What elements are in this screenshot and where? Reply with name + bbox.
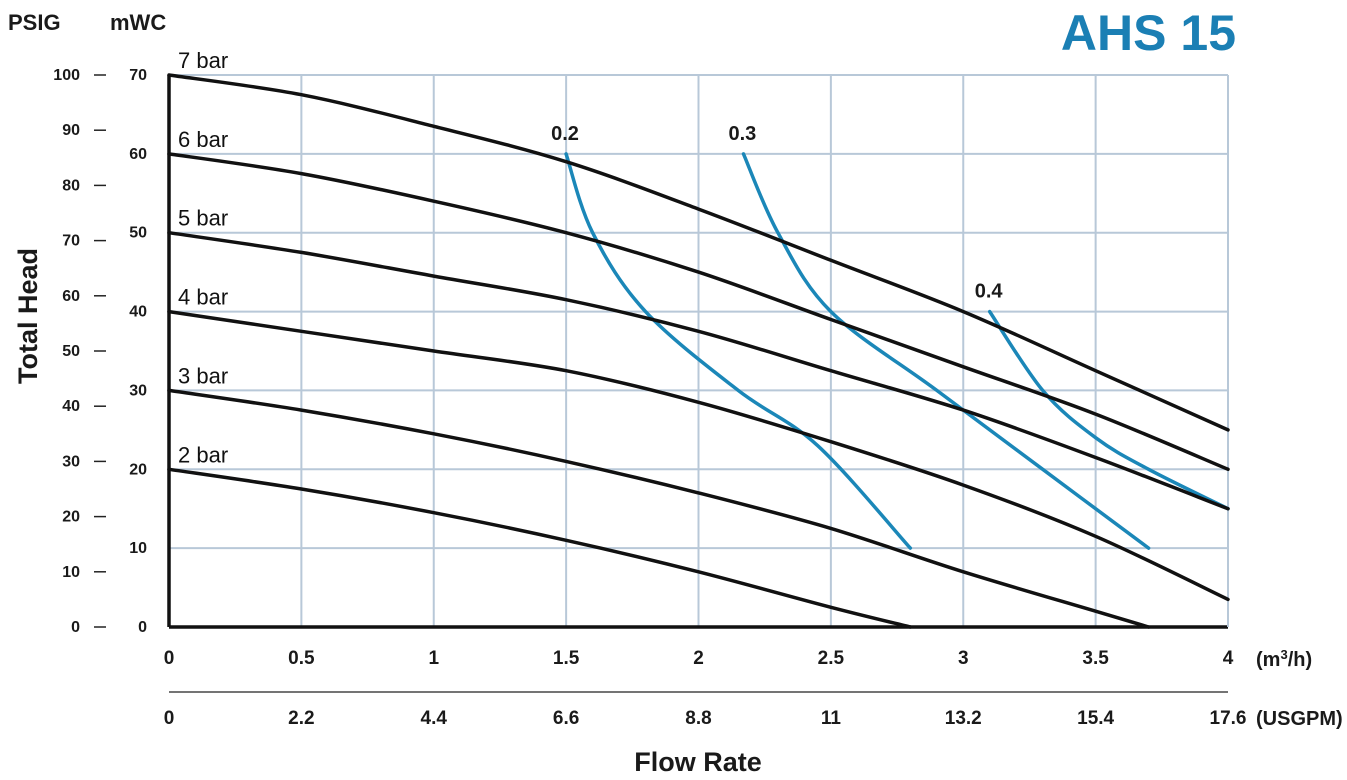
x-unit-primary: (m3/h) bbox=[1256, 647, 1312, 672]
x-tick-label: 2.5 bbox=[818, 648, 845, 669]
x-tick-label-usgpm: 2.2 bbox=[288, 708, 314, 729]
air-curve-label: 0.3 bbox=[729, 123, 757, 145]
y-axis-label: Total Head bbox=[13, 248, 43, 384]
x-tick-label-usgpm: 0 bbox=[164, 708, 175, 729]
y-tick-label-psig: 100 bbox=[53, 67, 80, 84]
y-tick-label-psig: 50 bbox=[62, 343, 80, 360]
psig-axis: 0 10 20 30 40 50 60 70 80 90 100 bbox=[53, 67, 106, 636]
x-tick-label-usgpm: 15.4 bbox=[1077, 708, 1114, 729]
y-tick-label-psig: 90 bbox=[62, 122, 80, 139]
y-tick-label-mwc: 60 bbox=[129, 146, 147, 163]
y-tick-label-mwc: 10 bbox=[129, 540, 147, 557]
x-tick-label: 1.5 bbox=[553, 648, 580, 669]
y-tick-label-mwc: 70 bbox=[129, 67, 147, 84]
y-tick-label-mwc: 30 bbox=[129, 382, 147, 399]
air-curve-0-3 bbox=[741, 152, 1151, 550]
air-curve-0-4 bbox=[987, 309, 1230, 511]
x-unit-secondary: (USGPM) bbox=[1256, 708, 1343, 730]
x-tick-label: 4 bbox=[1223, 648, 1234, 669]
x-axis-label: Flow Rate bbox=[634, 747, 762, 777]
x-tick-label-usgpm: 17.6 bbox=[1210, 708, 1247, 729]
mwc-unit-label: mWC bbox=[110, 10, 166, 35]
x-tick-label: 3 bbox=[958, 648, 969, 669]
x-tick-label-usgpm: 11 bbox=[821, 708, 842, 729]
y-tick-label-mwc: 20 bbox=[129, 461, 147, 478]
psig-unit-label: PSIG bbox=[8, 10, 61, 35]
y-tick-label-psig: 80 bbox=[62, 177, 80, 194]
x-tick-label: 0 bbox=[164, 648, 175, 669]
x-tick-label: 0.5 bbox=[288, 648, 315, 669]
x-tick-label: 2 bbox=[693, 648, 704, 669]
pressure-curve-label: 4 bar bbox=[178, 285, 228, 310]
pressure-curve-label: 2 bar bbox=[178, 442, 228, 467]
pressure-curve-label: 6 bar bbox=[178, 127, 228, 152]
pressure-curve-3-bar bbox=[167, 388, 1151, 629]
y-tick-label-psig: 60 bbox=[62, 288, 80, 305]
chart-title: AHS 15 bbox=[1061, 5, 1236, 61]
pressure-curve-label: 5 bar bbox=[178, 206, 228, 231]
x-tick-label-usgpm: 6.6 bbox=[553, 708, 579, 729]
y-tick-label-psig: 40 bbox=[62, 398, 80, 415]
x-tick-label-usgpm: 4.4 bbox=[421, 708, 448, 729]
pressure-curve-label: 7 bar bbox=[178, 48, 228, 73]
x-tick-label-usgpm: 8.8 bbox=[685, 708, 711, 729]
pressure-curve-4-bar bbox=[167, 309, 1230, 602]
pressure-curve-5-bar bbox=[167, 230, 1230, 511]
x-tick-label: 1 bbox=[428, 648, 439, 669]
y-tick-label-mwc: 40 bbox=[129, 304, 147, 321]
grid: 0 0.5 1 1.5 2 2.5 3 3.5 40 2.2 4.4 6.6 8.8 11 13.2 15.4… bbox=[129, 67, 1246, 729]
pressure-curve-2-bar bbox=[167, 467, 913, 629]
x-tick-label-usgpm: 13.2 bbox=[945, 708, 982, 729]
y-tick-label-psig: 30 bbox=[62, 453, 80, 470]
y-tick-label-mwc: 50 bbox=[129, 225, 147, 242]
y-tick-label-psig: 20 bbox=[62, 509, 80, 526]
air-curve-0-2 bbox=[564, 152, 913, 550]
x-tick-label: 3.5 bbox=[1082, 648, 1109, 669]
air-curve-label: 0.2 bbox=[551, 123, 579, 145]
air-curve-label: 0.4 bbox=[975, 281, 1004, 303]
pressure-curve-label: 3 bar bbox=[178, 363, 228, 388]
y-tick-label-psig: 10 bbox=[62, 564, 80, 581]
y-tick-label-mwc: 0 bbox=[138, 619, 147, 636]
y-tick-label-psig: 0 bbox=[71, 619, 80, 636]
pressure-curve-7-bar bbox=[167, 73, 1230, 432]
series-layer: 0.2 0.3 0.4 7 bar 6 bar 5 bar 4 bar 3 bar 2 bar bbox=[167, 48, 1230, 629]
pressure-curve-6-bar bbox=[167, 152, 1230, 472]
y-tick-label-psig: 70 bbox=[62, 233, 80, 250]
